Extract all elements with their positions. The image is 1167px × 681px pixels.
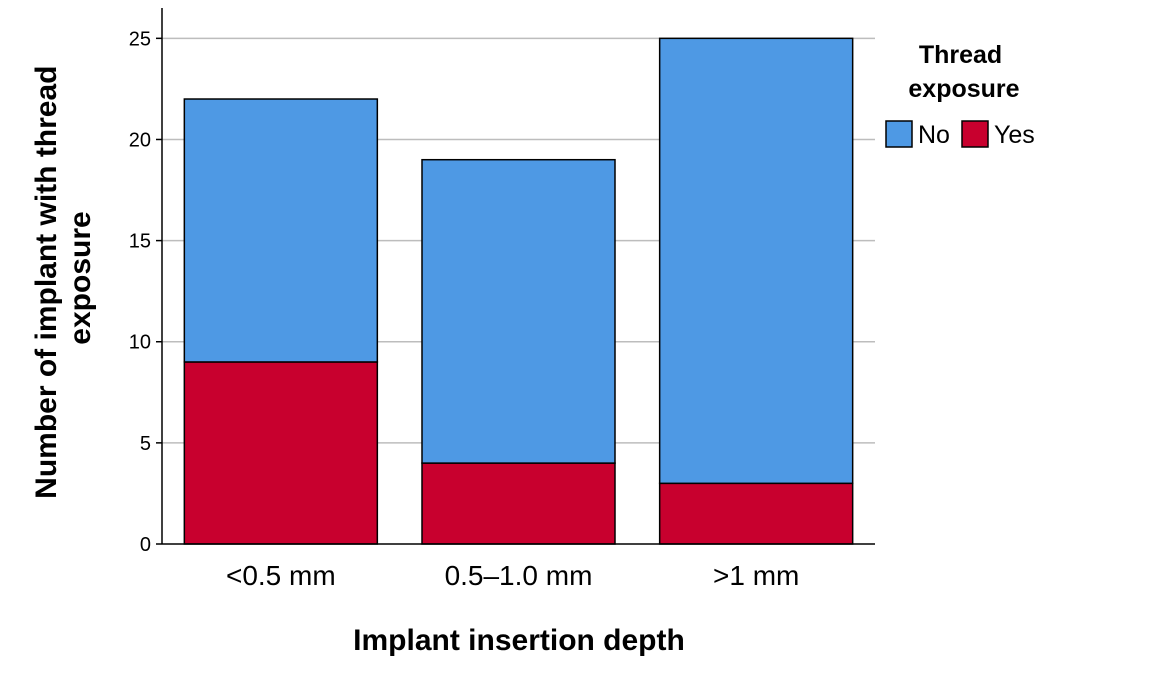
y-tick-label: 25 — [129, 28, 151, 50]
y-tick-label: 15 — [129, 231, 151, 253]
legend-label-yes: Yes — [994, 121, 1035, 149]
y-axis-title-line-2: exposure — [64, 211, 97, 344]
bar-segment-yes — [421, 462, 616, 545]
y-tick-label: 20 — [129, 129, 151, 151]
legend-title-line-1: Thread — [919, 41, 1002, 69]
axes — [156, 8, 875, 545]
y-axis-title-line-1: Number of implant with thread — [30, 65, 63, 498]
x-tick-label: >1 mm — [713, 560, 799, 591]
legend-swatch-no — [885, 120, 913, 148]
x-tick-label: <0.5 mm — [226, 560, 336, 591]
y-axis-title: Number of implant with thread exposure — [30, 57, 97, 499]
bar-segment-no — [658, 37, 854, 485]
bar-segment-yes — [658, 482, 854, 545]
bar-segment-no — [421, 158, 616, 464]
legend: Thread exposure No Yes — [885, 41, 1035, 149]
y-tick-label: 10 — [129, 332, 151, 354]
bar-segment-no — [183, 98, 379, 363]
svg-text:Number of implant with thread: Number of implant with thread exposure — [30, 57, 97, 499]
y-tick-label: 0 — [140, 534, 151, 556]
x-axis-title: Implant insertion depth — [353, 624, 685, 657]
svg-text:Thread exposure: Thread exposure — [908, 41, 1019, 103]
x-tick-labels: <0.5 mm 0.5–1.0 mm >1 mm — [226, 560, 799, 591]
y-tick-labels: 0 5 10 15 20 25 — [129, 28, 151, 556]
legend-swatch-yes — [961, 120, 989, 148]
bars — [183, 37, 854, 545]
y-tick-label: 5 — [140, 433, 151, 455]
x-tick-label: 0.5–1.0 mm — [445, 560, 593, 591]
legend-title-line-2: exposure — [908, 75, 1019, 103]
bar-segment-yes — [183, 361, 379, 545]
legend-label-no: No — [918, 121, 950, 149]
